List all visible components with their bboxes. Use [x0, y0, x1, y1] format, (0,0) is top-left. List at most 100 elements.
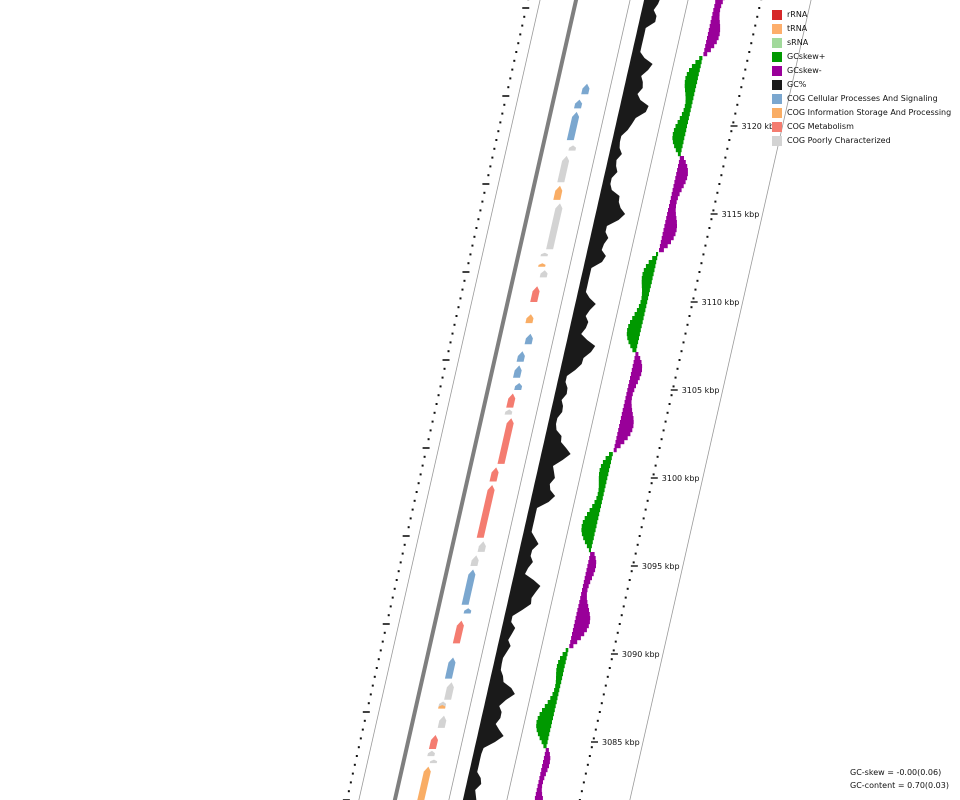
ruler-dot [435, 403, 438, 405]
gc-skew-positive [581, 524, 597, 529]
axis-dot [646, 499, 649, 502]
legend-item: COG Metabolism [772, 120, 951, 134]
axis-dot [706, 235, 709, 238]
legend-label: COG Information Storage And Processing [787, 108, 952, 117]
ruler-dot [381, 640, 384, 643]
gc-skew-negative [670, 196, 678, 201]
axis-dot [672, 385, 675, 388]
legend-swatch [772, 24, 782, 34]
gene-feature [452, 620, 464, 644]
ruler-dot [447, 350, 450, 353]
gene-feature [417, 766, 431, 800]
gc-skew-negative [663, 228, 677, 233]
gene-feature [437, 715, 447, 728]
gc-skew-positive [641, 280, 652, 285]
gc-skew-negative [587, 564, 596, 569]
gc-skew-positive [565, 648, 569, 653]
ruler-dot [439, 385, 442, 388]
axis-dot [718, 183, 721, 185]
gene-feature [540, 252, 548, 257]
gc-skew-positive [685, 92, 695, 97]
gc-skew-negative [678, 164, 688, 169]
gene-feature [427, 750, 435, 757]
axis-dot [610, 658, 613, 661]
axis-dot [754, 24, 757, 27]
gc-skew-positive [600, 464, 611, 469]
legend-swatch [772, 38, 782, 48]
ruler-dot [417, 482, 420, 485]
gc-skew-negative [613, 448, 617, 453]
inner-ruler-dots [342, 0, 530, 800]
gc-skew-negative [584, 576, 592, 581]
gc-skew-negative [542, 764, 549, 769]
ruler-dot [349, 781, 352, 784]
axis-dot [744, 68, 747, 71]
legend-swatch [772, 94, 782, 104]
gc-skew-negative [632, 364, 643, 369]
axis-dot [692, 297, 695, 300]
legend-item: GC% [772, 78, 951, 92]
gc-skew-positive [556, 672, 563, 677]
gc-skew-positive [547, 700, 557, 705]
gc-skew-positive [598, 476, 608, 481]
ruler-dot [367, 702, 370, 705]
gc-skew-negative [580, 596, 587, 601]
gc-skew-negative [615, 440, 625, 445]
ruler-dot [475, 227, 478, 229]
gene-feature [444, 682, 454, 700]
legend-label: COG Cellular Processes And Signaling [787, 94, 938, 103]
ruler-dot [371, 684, 374, 687]
gc-skew-negative [538, 780, 543, 785]
axis-dot [676, 367, 679, 370]
gc-skew-negative [572, 628, 587, 633]
gc-skew-negative [707, 36, 719, 41]
axis-dot [666, 411, 669, 414]
gc-skew-negative [572, 632, 585, 637]
gc-skew-positive [552, 692, 559, 697]
gc-skew-positive [636, 308, 646, 313]
gc-skew-negative [675, 176, 688, 181]
gc-skew-positive [672, 140, 684, 145]
gc-skew-positive [626, 332, 640, 337]
gc-skew-positive [584, 516, 599, 521]
gc-skew-positive [599, 468, 610, 473]
gc-skew-positive [685, 100, 693, 105]
axis-dot [612, 649, 615, 652]
gc-skew-negative [583, 580, 591, 585]
ruler-dot [423, 455, 426, 458]
ruler-dot [401, 552, 404, 555]
gc-skew-positive [652, 256, 658, 261]
gc-skew-negative [669, 204, 676, 209]
axis-dot [724, 156, 727, 159]
axis-dot [586, 763, 589, 766]
axis-dot [662, 429, 665, 432]
gc-skew-positive [627, 336, 639, 341]
legend-item: COG Poorly Characterized [772, 134, 951, 148]
gc-skew-negative [633, 360, 642, 365]
gc-skew-positive [632, 316, 644, 321]
gc-skew-negative [672, 188, 682, 193]
gc-skew-positive [598, 480, 607, 485]
gc-skew-positive [581, 528, 596, 533]
legend-swatch [772, 122, 782, 132]
gc-skew-negative [634, 356, 641, 361]
ruler-dot [397, 570, 400, 573]
gc-skew-positive [539, 712, 554, 717]
gc-skew-negative [576, 612, 590, 617]
legend-swatch [772, 10, 782, 20]
gc-skew-negative [631, 368, 642, 373]
gc-skew-positive [550, 696, 558, 701]
axis-dot [608, 667, 611, 669]
gc-skew-positive [581, 532, 595, 537]
gc-skew-negative [624, 400, 632, 405]
gc-skew-negative [571, 636, 581, 641]
ruler-dot [513, 59, 516, 62]
ruler-dot [403, 543, 406, 546]
guide-line [448, 0, 631, 800]
gc-skew-negative [541, 768, 548, 773]
gene-feature [557, 155, 570, 183]
backbone-line [392, 0, 579, 800]
gc-skew-positive [679, 116, 689, 121]
ruler-dot [379, 649, 382, 652]
